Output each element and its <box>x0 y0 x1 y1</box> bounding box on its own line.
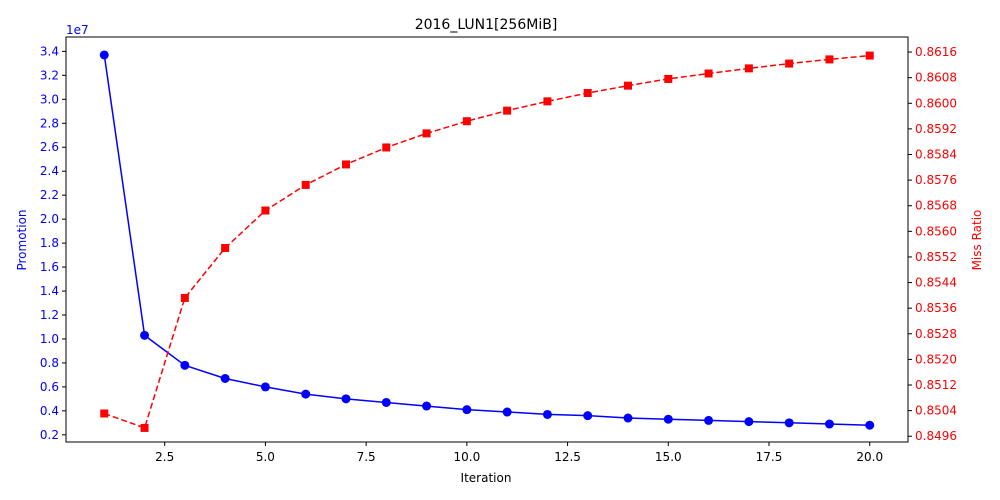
promotion-point <box>502 407 512 417</box>
promotion-point <box>865 420 875 430</box>
left-y-tick-label: 3.4 <box>40 44 59 58</box>
right-y-tick-label: 0.8584 <box>915 147 957 161</box>
right-axis-title: Miss Ratio <box>970 210 984 271</box>
right-y-tick-label: 0.8528 <box>915 327 957 341</box>
miss-ratio-point <box>825 55 834 64</box>
promotion-point <box>623 413 633 423</box>
miss-ratio-point <box>261 206 270 215</box>
promotion-point <box>260 382 270 392</box>
right-y-tick-label: 0.8544 <box>915 276 957 290</box>
miss-ratio-point <box>341 160 350 169</box>
x-tick-label: 7.5 <box>357 450 376 464</box>
promotion-point <box>381 397 391 407</box>
left-y-tick-label: 0.2 <box>40 428 59 442</box>
miss-ratio-point <box>382 143 391 152</box>
right-y-tick-label: 0.8600 <box>915 96 957 110</box>
miss-ratio-point <box>180 293 189 302</box>
promotion-point <box>542 409 552 419</box>
miss-ratio-point <box>865 51 874 60</box>
left-y-tick-label: 2.6 <box>40 140 59 154</box>
right-y-tick-label: 0.8552 <box>915 250 957 264</box>
x-tick-label: 20.0 <box>856 450 883 464</box>
miss-ratio-point <box>664 74 673 83</box>
x-tick-label: 15.0 <box>655 450 682 464</box>
left-y-tick-label: 1.8 <box>40 236 59 250</box>
miss-ratio-series-line <box>104 54 870 429</box>
left-y-tick-label: 3.0 <box>40 92 59 106</box>
promotion-series-line <box>103 54 870 426</box>
promotion-point <box>784 418 794 428</box>
miss-ratio-point <box>503 106 512 115</box>
miss-ratio-point <box>422 129 431 138</box>
promotion-point <box>704 415 714 425</box>
left-y-tick-label: 2.0 <box>40 212 59 226</box>
left-y-tick-label: 1.0 <box>40 332 59 346</box>
left-axis-title: Promotion <box>15 209 29 270</box>
miss-ratio-point <box>583 89 592 98</box>
tick-layer: 2.5 5.0 7.5 10.0 12.5 15.0 17.5 20.0 0.2 0.4 0.6 0.… <box>40 44 957 464</box>
promotion-point <box>824 419 834 429</box>
right-y-tick-label: 0.8616 <box>915 45 957 59</box>
x-tick-label: 10.0 <box>453 450 480 464</box>
right-y-tick-label: 0.8568 <box>915 199 957 213</box>
right-y-tick-label: 0.8560 <box>915 224 957 238</box>
left-axis-multiplier: 1e7 <box>66 23 89 37</box>
miss-ratio-point <box>624 81 633 90</box>
left-y-tick-label: 1.2 <box>40 308 59 322</box>
left-y-tick-label: 2.8 <box>40 116 59 130</box>
miss-ratio-point <box>543 97 552 106</box>
chart-title: 2016_LUN1[256MiB] <box>415 17 558 33</box>
promotion-point <box>583 411 593 421</box>
x-tick-label: 12.5 <box>554 450 581 464</box>
promotion-point <box>180 360 190 370</box>
right-y-tick-label: 0.8608 <box>915 71 957 85</box>
x-tick-label: 5.0 <box>256 450 275 464</box>
promotion-point <box>422 401 432 411</box>
promotion-point <box>744 417 754 427</box>
miss-ratio-point <box>221 243 230 252</box>
x-tick-label: 17.5 <box>756 450 783 464</box>
right-y-tick-label: 0.8536 <box>915 301 957 315</box>
promotion-point <box>99 50 109 60</box>
left-y-tick-label: 2.4 <box>40 164 59 178</box>
promotion-point <box>220 373 230 383</box>
miss-ratio-point <box>704 69 713 78</box>
miss-ratio-point <box>785 59 794 68</box>
miss-ratio-point <box>140 423 149 432</box>
promotion-point <box>462 405 472 415</box>
promotion-point <box>301 389 311 399</box>
left-y-tick-label: 0.8 <box>40 356 59 370</box>
left-y-tick-label: 2.2 <box>40 188 59 202</box>
right-y-tick-label: 0.8592 <box>915 122 957 136</box>
promotion-point <box>140 330 150 340</box>
x-axis-title: Iteration <box>461 471 512 485</box>
promotion-point <box>663 414 673 424</box>
miss-ratio-point <box>301 180 310 189</box>
left-y-tick-label: 0.6 <box>40 380 59 394</box>
right-y-tick-label: 0.8504 <box>915 404 957 418</box>
promotion-point <box>341 394 351 404</box>
x-tick-label: 2.5 <box>155 450 174 464</box>
left-y-tick-label: 3.2 <box>40 68 59 82</box>
right-y-tick-label: 0.8520 <box>915 352 957 366</box>
left-y-tick-label: 1.6 <box>40 260 59 274</box>
plot-frame <box>65 36 909 443</box>
left-y-tick-label: 0.4 <box>40 404 59 418</box>
left-y-tick-label: 1.4 <box>40 284 59 298</box>
right-y-tick-label: 0.8512 <box>915 378 957 392</box>
series-layer <box>99 50 875 432</box>
miss-ratio-point <box>462 117 471 126</box>
miss-ratio-point <box>100 409 109 418</box>
right-y-tick-label: 0.8576 <box>915 173 957 187</box>
miss-ratio-point <box>744 64 753 73</box>
right-y-tick-label: 0.8496 <box>915 429 957 443</box>
